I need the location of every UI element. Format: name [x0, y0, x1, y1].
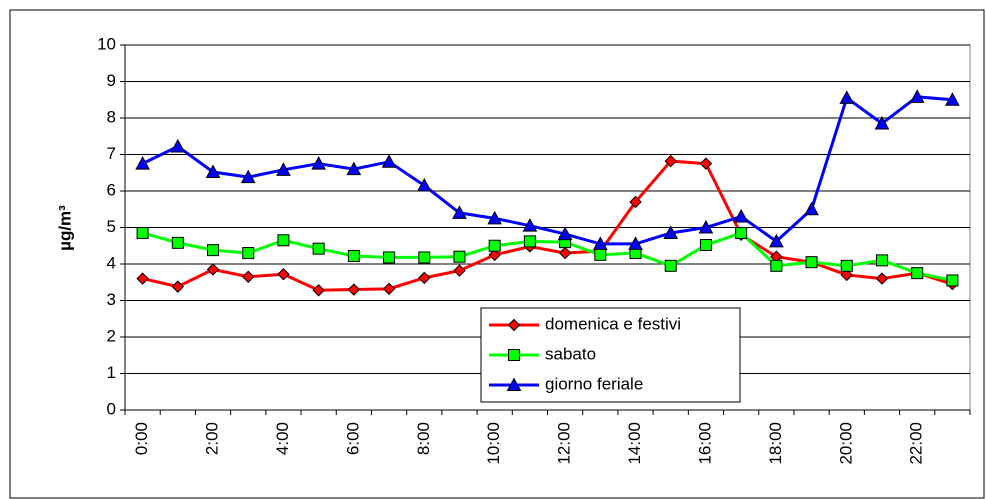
x-tick-label: 4:00 [273, 422, 292, 455]
marker [136, 272, 149, 285]
marker [277, 234, 290, 247]
legend-label: domenica e festivi [545, 314, 681, 333]
marker [909, 89, 925, 103]
marker [488, 239, 501, 252]
marker [805, 256, 818, 269]
marker [381, 154, 397, 168]
x-tick-label: 22:00 [907, 422, 926, 465]
marker [874, 115, 890, 130]
marker [171, 280, 185, 293]
marker [453, 264, 466, 277]
legend-label: giorno feriale [545, 374, 643, 393]
marker [136, 226, 149, 239]
marker [347, 249, 360, 262]
series-line [141, 95, 953, 246]
marker [946, 274, 959, 287]
marker [699, 157, 713, 170]
marker [629, 195, 642, 209]
x-tick-label: 20:00 [836, 422, 855, 465]
marker [312, 242, 325, 255]
marker [418, 271, 431, 285]
marker [804, 201, 819, 216]
marker [347, 283, 361, 296]
marker [487, 210, 503, 225]
marker [346, 161, 362, 176]
y-tick-label: 3 [107, 290, 116, 309]
x-tick-label: 0:00 [132, 422, 151, 455]
y-tick-label: 4 [107, 253, 116, 272]
x-tick-label: 16:00 [695, 422, 714, 465]
y-tick-label: 6 [107, 180, 116, 199]
marker [664, 154, 677, 168]
marker [628, 236, 643, 250]
marker [311, 156, 326, 170]
marker [522, 218, 538, 232]
marker [839, 90, 855, 104]
x-tick-label: 2:00 [203, 422, 222, 455]
marker [699, 239, 712, 252]
marker [488, 248, 501, 262]
marker [508, 349, 520, 361]
marker [453, 250, 466, 263]
marker [875, 272, 889, 285]
marker [663, 225, 679, 239]
marker [664, 259, 677, 272]
marker [312, 284, 325, 297]
marker [557, 226, 573, 241]
marker [733, 209, 749, 223]
marker [698, 219, 714, 234]
marker [770, 259, 783, 272]
x-tick-label: 10:00 [484, 422, 503, 465]
marker [171, 236, 184, 249]
marker [205, 164, 221, 179]
x-tick-label: 18:00 [766, 422, 785, 465]
marker [911, 267, 924, 280]
x-tick-label: 14:00 [625, 422, 644, 465]
marker [452, 205, 467, 219]
marker [170, 138, 186, 153]
marker [135, 156, 150, 170]
marker [523, 235, 536, 248]
marker [735, 226, 748, 239]
marker [207, 244, 220, 257]
y-axis-label: µg/m³ [55, 205, 74, 251]
legend-label: sabato [545, 344, 596, 363]
y-tick-label: 10 [97, 34, 116, 53]
marker [418, 251, 431, 264]
marker [383, 251, 396, 264]
x-tick-label: 8:00 [414, 422, 433, 455]
x-tick-label: 6:00 [343, 422, 362, 455]
y-tick-label: 1 [107, 363, 116, 382]
y-tick-label: 8 [107, 107, 116, 126]
marker [840, 268, 853, 282]
marker [945, 92, 960, 106]
y-tick-label: 9 [107, 71, 116, 90]
marker [558, 246, 572, 260]
marker [242, 247, 255, 260]
marker [769, 233, 784, 248]
marker [242, 270, 255, 283]
marker [382, 282, 396, 296]
marker [506, 377, 522, 391]
marker [416, 177, 432, 192]
marker [875, 254, 888, 267]
y-tick-label: 5 [107, 217, 116, 236]
marker [507, 318, 521, 332]
x-tick-label: 12:00 [555, 422, 574, 465]
marker [240, 169, 256, 184]
marker [594, 248, 607, 261]
y-tick-label: 0 [107, 399, 116, 418]
marker [592, 236, 608, 250]
marker [206, 263, 220, 276]
marker [277, 268, 290, 281]
marker [276, 162, 291, 176]
marker [840, 259, 853, 272]
y-tick-label: 2 [107, 326, 116, 345]
y-tick-label: 7 [107, 144, 116, 163]
